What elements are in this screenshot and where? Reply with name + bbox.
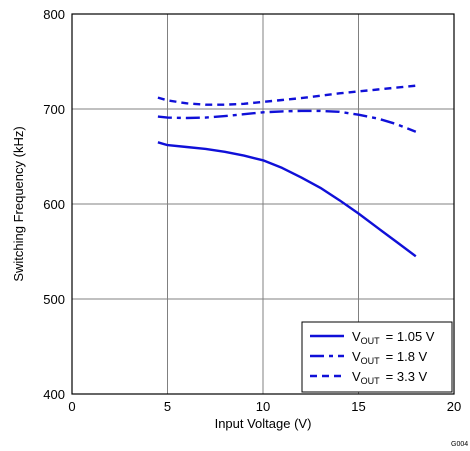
x-axis-title: Input Voltage (V) bbox=[215, 416, 312, 431]
x-tick-label: 20 bbox=[447, 399, 461, 414]
y-tick-label: 400 bbox=[43, 387, 65, 402]
y-tick-label: 600 bbox=[43, 197, 65, 212]
legend: VOUT = 1.05 V VOUT = 1.8 V VOUT = 3.3 V bbox=[301, 321, 453, 393]
series-line-3 bbox=[157, 84, 416, 106]
x-tick-label: 5 bbox=[164, 399, 171, 414]
legend-box bbox=[301, 321, 453, 393]
tick-labels: 0 5 10 15 20 400 500 600 700 800 bbox=[43, 7, 461, 414]
legend-label: VOUT = 1.05 V bbox=[352, 329, 435, 346]
y-axis-title: Switching Frequency (kHz) bbox=[11, 126, 26, 281]
legend-label: VOUT = 1.8 V bbox=[352, 349, 428, 366]
y-tick-label: 800 bbox=[43, 7, 65, 22]
y-tick-label: 700 bbox=[43, 102, 65, 117]
x-tick-label: 10 bbox=[256, 399, 270, 414]
series-line-2 bbox=[157, 109, 417, 133]
figure-code: G004 bbox=[451, 441, 468, 448]
x-tick-label: 15 bbox=[351, 399, 365, 414]
plot-frame bbox=[71, 13, 455, 395]
gridlines bbox=[72, 14, 454, 394]
y-tick-label: 500 bbox=[43, 292, 65, 307]
legend-label: VOUT = 3.3 V bbox=[352, 369, 428, 386]
series-line-1 bbox=[157, 141, 417, 258]
x-tick-label: 0 bbox=[68, 399, 75, 414]
series-lines bbox=[157, 84, 417, 258]
